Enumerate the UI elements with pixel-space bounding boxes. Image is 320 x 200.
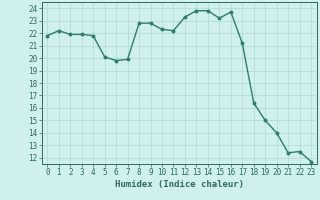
X-axis label: Humidex (Indice chaleur): Humidex (Indice chaleur) <box>115 180 244 189</box>
